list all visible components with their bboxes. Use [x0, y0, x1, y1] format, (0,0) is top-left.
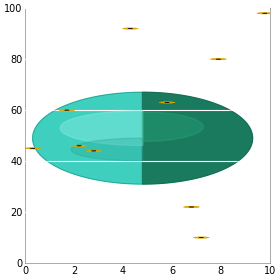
Ellipse shape	[68, 109, 72, 110]
Ellipse shape	[266, 13, 270, 14]
Ellipse shape	[63, 110, 67, 111]
Polygon shape	[60, 111, 143, 146]
Ellipse shape	[169, 102, 174, 103]
Ellipse shape	[132, 28, 138, 29]
Ellipse shape	[73, 145, 78, 146]
Ellipse shape	[93, 151, 96, 152]
Polygon shape	[33, 92, 143, 184]
Polygon shape	[143, 92, 253, 184]
Ellipse shape	[161, 102, 165, 103]
Ellipse shape	[193, 237, 199, 238]
Ellipse shape	[192, 206, 197, 207]
Ellipse shape	[218, 58, 221, 59]
Ellipse shape	[60, 109, 66, 110]
Ellipse shape	[87, 150, 92, 151]
Ellipse shape	[69, 110, 74, 111]
Ellipse shape	[26, 148, 31, 149]
Ellipse shape	[76, 146, 79, 147]
Ellipse shape	[267, 13, 272, 14]
Ellipse shape	[122, 28, 128, 29]
Ellipse shape	[25, 148, 31, 149]
Ellipse shape	[68, 110, 72, 111]
Ellipse shape	[191, 206, 194, 207]
Ellipse shape	[219, 59, 223, 60]
Ellipse shape	[212, 59, 217, 60]
Ellipse shape	[34, 148, 40, 149]
Ellipse shape	[193, 237, 199, 238]
Ellipse shape	[80, 145, 84, 146]
Ellipse shape	[218, 59, 221, 60]
Ellipse shape	[264, 12, 267, 13]
Ellipse shape	[60, 110, 66, 111]
Ellipse shape	[191, 207, 194, 208]
Ellipse shape	[185, 206, 190, 207]
Ellipse shape	[78, 145, 81, 146]
Ellipse shape	[31, 148, 35, 149]
Ellipse shape	[188, 207, 192, 208]
Ellipse shape	[215, 58, 218, 59]
Ellipse shape	[90, 150, 94, 151]
Ellipse shape	[199, 237, 204, 238]
Ellipse shape	[34, 148, 38, 149]
Ellipse shape	[169, 102, 175, 103]
Ellipse shape	[220, 59, 226, 60]
Ellipse shape	[78, 146, 81, 147]
Ellipse shape	[159, 102, 165, 103]
Ellipse shape	[95, 150, 99, 151]
Ellipse shape	[264, 13, 267, 14]
Ellipse shape	[188, 206, 192, 207]
Ellipse shape	[261, 13, 265, 14]
Polygon shape	[71, 138, 143, 161]
Ellipse shape	[204, 237, 209, 238]
Ellipse shape	[81, 145, 87, 146]
Ellipse shape	[93, 150, 96, 151]
Ellipse shape	[133, 28, 139, 29]
Ellipse shape	[66, 110, 69, 111]
Ellipse shape	[90, 151, 94, 152]
Ellipse shape	[76, 145, 79, 146]
Ellipse shape	[96, 150, 101, 151]
Ellipse shape	[258, 13, 263, 14]
Ellipse shape	[124, 28, 129, 29]
Ellipse shape	[215, 59, 218, 60]
Ellipse shape	[192, 207, 197, 208]
Ellipse shape	[128, 28, 133, 29]
Ellipse shape	[165, 102, 169, 103]
Ellipse shape	[66, 109, 69, 110]
Polygon shape	[143, 112, 203, 141]
Ellipse shape	[63, 109, 67, 110]
Ellipse shape	[95, 151, 99, 152]
